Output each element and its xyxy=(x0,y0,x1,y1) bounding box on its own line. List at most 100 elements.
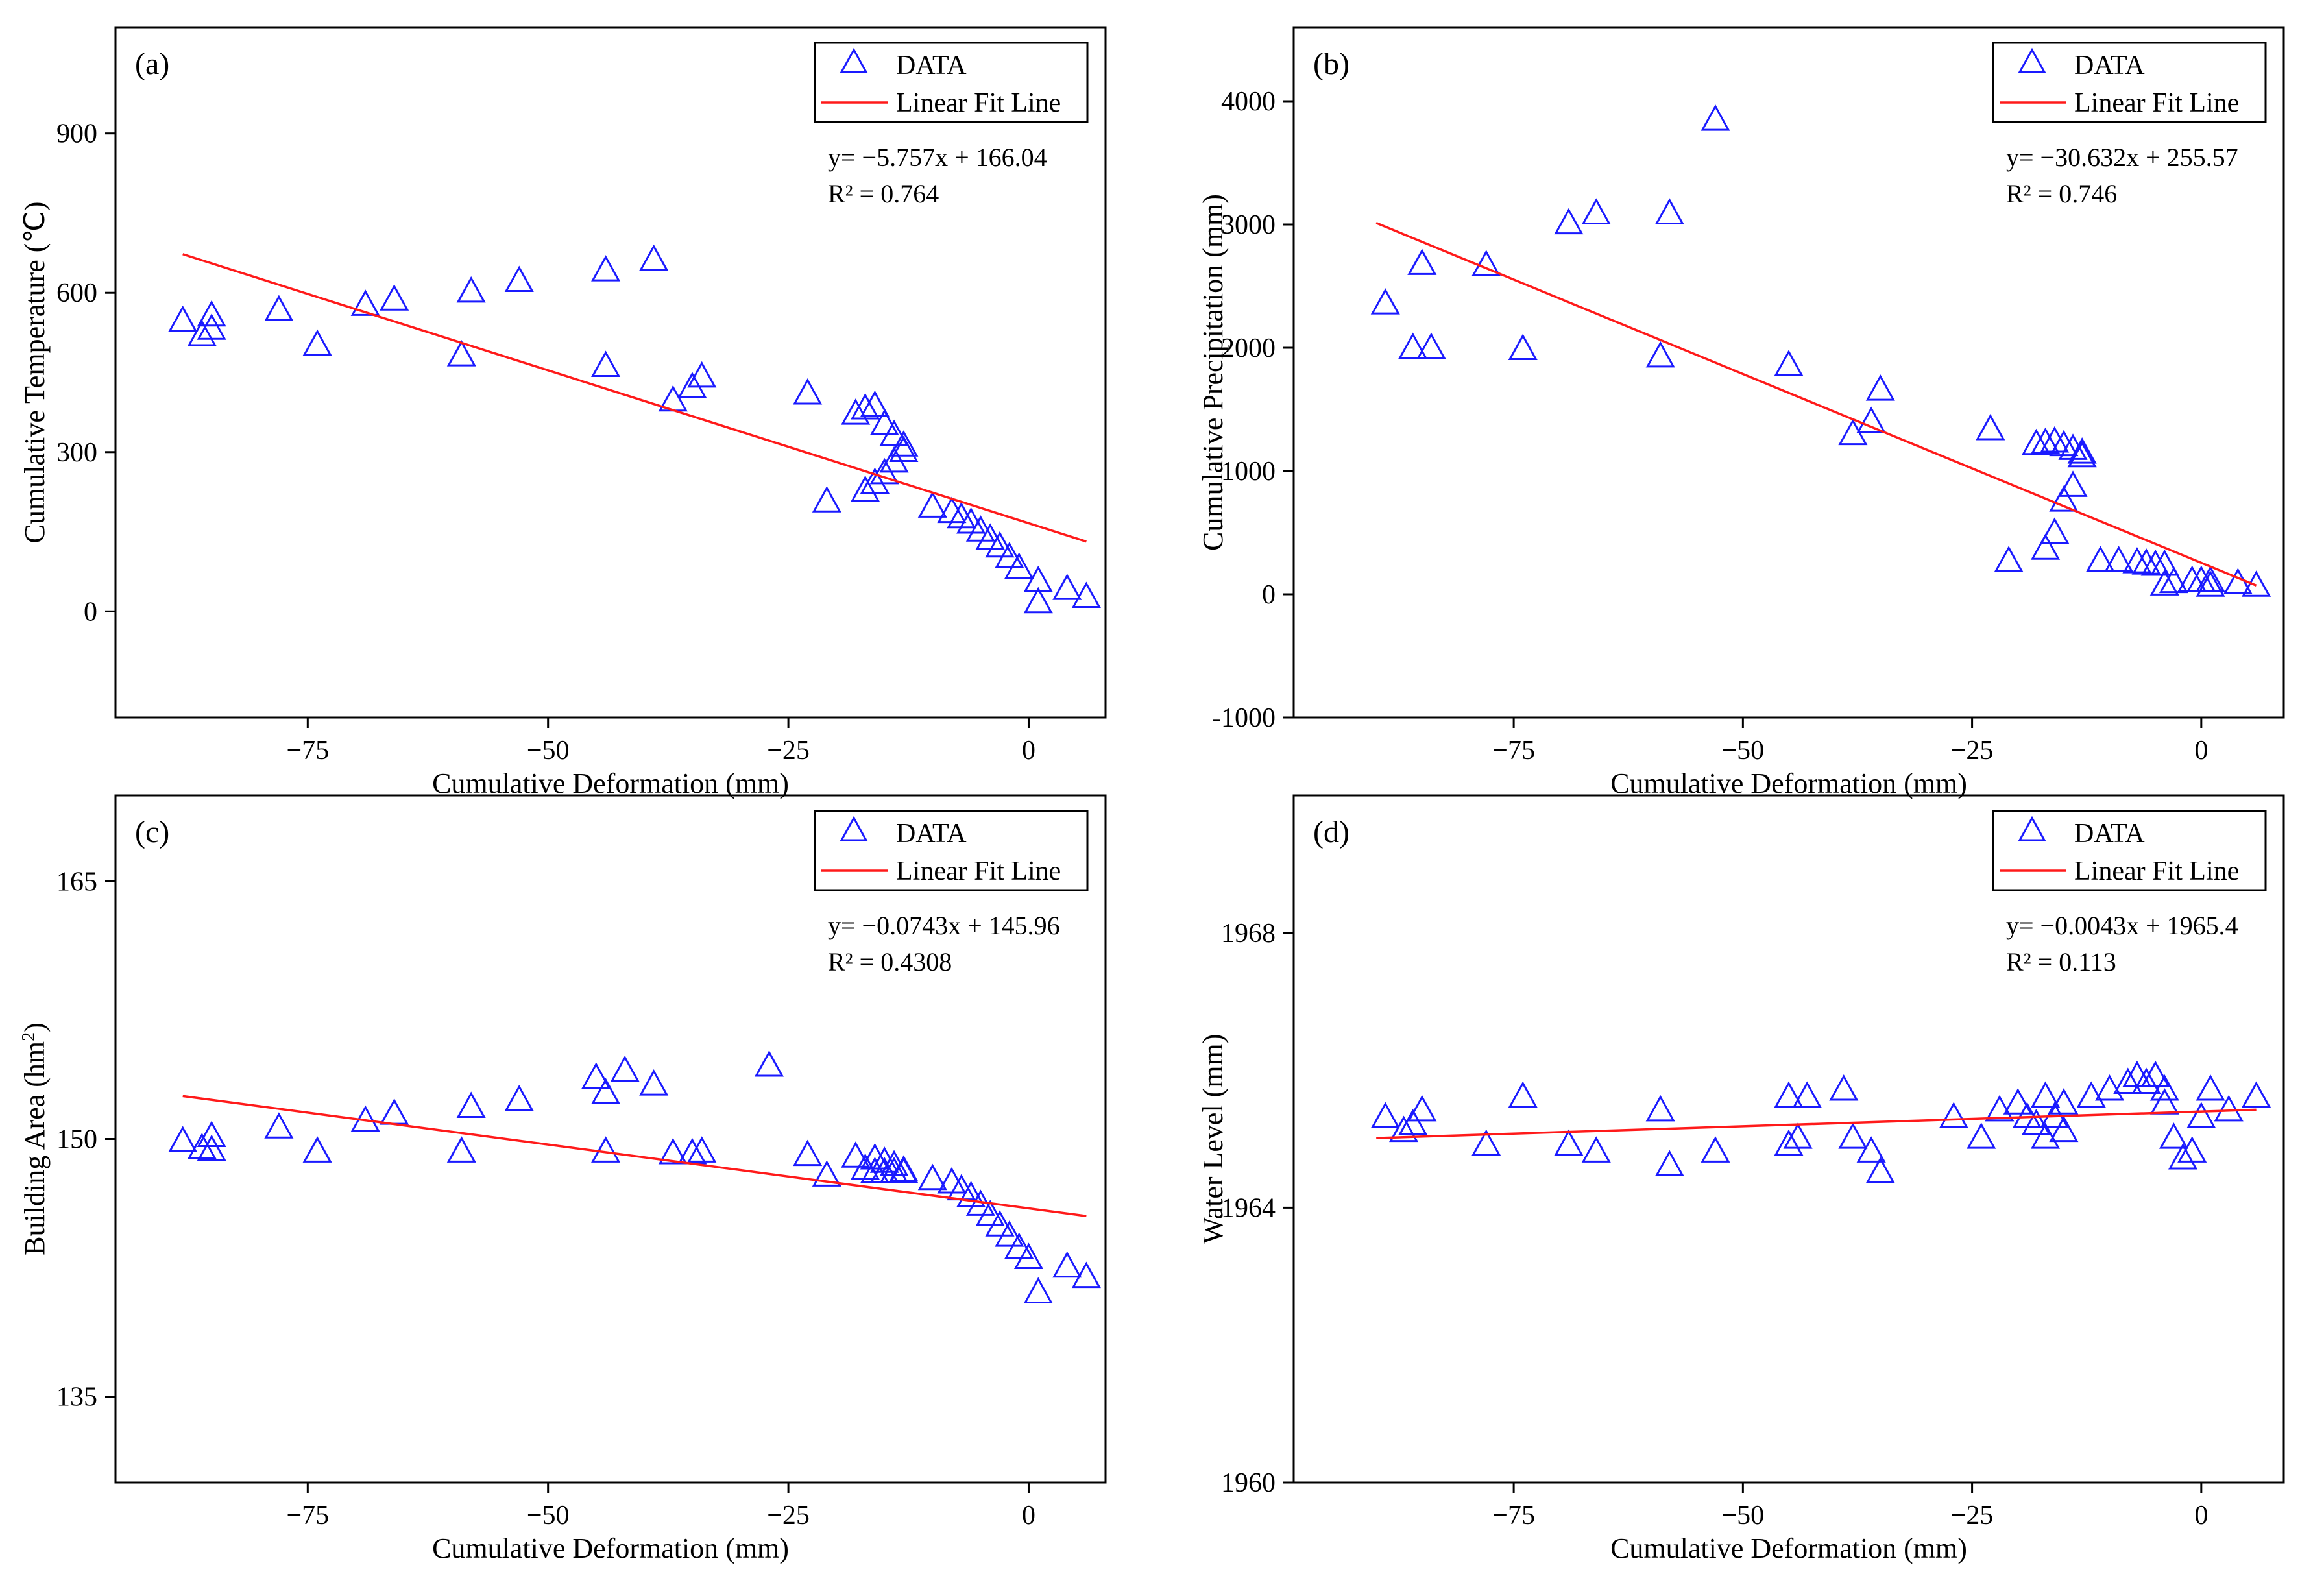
data-point xyxy=(860,390,890,417)
data-point xyxy=(639,1069,669,1096)
panel-label: (a) xyxy=(135,47,169,81)
data-point xyxy=(2196,565,2225,592)
data-point xyxy=(350,289,380,316)
data-point xyxy=(302,1136,332,1163)
data-point xyxy=(851,393,880,420)
data-point xyxy=(1856,1136,1886,1163)
data-point xyxy=(197,300,226,327)
data-point xyxy=(197,1134,226,1161)
legend-fit-label: Linear Fit Line xyxy=(2074,856,2239,886)
data-point xyxy=(380,1098,409,1125)
data-series xyxy=(168,1050,1101,1303)
data-point xyxy=(1838,1122,1868,1149)
data-point xyxy=(504,1084,534,1111)
data-point xyxy=(1071,581,1101,609)
x-axis-label: Cumulative Deformation (mm) xyxy=(432,1532,789,1564)
fit-r-squared: R² = 0.4308 xyxy=(828,947,952,976)
data-point xyxy=(1976,413,2005,441)
y-tick-label: 3000 xyxy=(1221,210,1276,240)
data-point xyxy=(1023,1277,1053,1303)
fit-line xyxy=(182,253,1087,543)
data-point xyxy=(2049,1115,2079,1143)
data-point xyxy=(1407,248,1437,275)
x-tick-label: −50 xyxy=(527,736,570,766)
data-point xyxy=(985,531,1015,558)
data-point xyxy=(1967,1122,1996,1149)
data-point xyxy=(889,430,919,457)
fit-equation: y= −0.0043x + 1965.4 xyxy=(2006,911,2238,940)
legend-data-label: DATA xyxy=(896,819,967,849)
x-tick-label: −25 xyxy=(1951,1501,1994,1531)
data-point xyxy=(2058,470,2088,497)
data-point xyxy=(446,1136,476,1163)
x-tick-label: −75 xyxy=(1492,1501,1535,1531)
legend: DATA Linear Fit Line xyxy=(1992,810,2267,891)
data-point xyxy=(687,1136,717,1163)
data-point xyxy=(2049,485,2079,512)
data-point xyxy=(917,1163,947,1191)
data-point xyxy=(1004,1232,1034,1259)
data-point xyxy=(504,265,534,293)
panel-label: (c) xyxy=(135,815,169,849)
legend-data-label: DATA xyxy=(2074,819,2145,849)
legend-fit-label: Linear Fit Line xyxy=(896,856,1061,886)
chart-panel-3: −75 −50 −25 0 135 150 165 Cumulative Deformatio… xyxy=(19,794,1107,1564)
legend-triangle-icon xyxy=(840,47,868,73)
y-tick-label: 0 xyxy=(84,597,97,627)
data-point xyxy=(1471,250,1501,276)
data-point xyxy=(2040,426,2070,453)
data-point xyxy=(1370,1102,1400,1128)
data-point xyxy=(2067,437,2097,464)
legend: DATA Linear Fit Line xyxy=(814,810,1089,891)
fit-line xyxy=(1375,222,2257,587)
x-axis-label: Cumulative Deformation (mm) xyxy=(432,768,789,799)
data-point xyxy=(812,486,841,513)
plot-frame xyxy=(114,26,1107,719)
data-point xyxy=(1389,1115,1419,1143)
legend-data-label: DATA xyxy=(896,51,967,80)
data-point xyxy=(610,1055,640,1082)
x-tick-label: 0 xyxy=(1022,1501,1035,1531)
x-tick-label: −75 xyxy=(286,1501,329,1531)
data-point xyxy=(1865,1157,1895,1183)
data-point xyxy=(1407,1095,1437,1122)
data-point xyxy=(1023,565,1053,592)
data-point xyxy=(2031,1081,2061,1108)
data-point xyxy=(581,1062,611,1089)
data-point xyxy=(793,378,823,405)
data-point xyxy=(860,1143,890,1170)
x-tick-label: −50 xyxy=(1722,1501,1765,1531)
panel-label: (d) xyxy=(1313,815,1350,849)
data-point xyxy=(1645,341,1675,368)
plot-frame xyxy=(114,794,1107,1484)
data-point xyxy=(2104,546,2134,572)
data-point xyxy=(2140,1060,2170,1087)
data-point xyxy=(264,1112,294,1139)
data-point xyxy=(1774,1081,1804,1108)
data-point xyxy=(1471,1129,1501,1156)
data-point xyxy=(2159,1122,2188,1149)
data-point xyxy=(1774,350,1804,376)
x-tick-label: 0 xyxy=(2194,736,2208,766)
y-tick-label: 1968 xyxy=(1221,919,1276,949)
x-tick-label: 0 xyxy=(2194,1501,2208,1531)
data-point xyxy=(446,340,476,367)
data-point xyxy=(754,1050,784,1077)
chart-panel-4: −75 −50 −25 0 1960 1964 1968 Cumulative Deforma… xyxy=(1197,794,2285,1564)
data-point xyxy=(2242,1081,2271,1108)
fit-r-squared: R² = 0.764 xyxy=(828,179,939,208)
y-axis-label: Cumulative Precipitation (mm) xyxy=(1197,194,1229,551)
data-point xyxy=(1994,546,2024,572)
data-point xyxy=(456,1091,486,1119)
plot-frame xyxy=(1292,794,2285,1484)
data-point xyxy=(1052,574,1082,600)
data-point xyxy=(1645,1095,1675,1122)
data-point xyxy=(168,1126,198,1152)
legend: DATA Linear Fit Line xyxy=(814,42,1089,123)
data-point xyxy=(1701,104,1730,131)
data-point xyxy=(658,1137,688,1165)
data-point xyxy=(1783,1122,1813,1149)
chart-panel-1: −75 −50 −25 0 0 300 600 900 Cumulative Deformati… xyxy=(19,26,1107,799)
y-tick-label: 0 xyxy=(1262,580,1276,610)
data-point xyxy=(879,419,909,446)
